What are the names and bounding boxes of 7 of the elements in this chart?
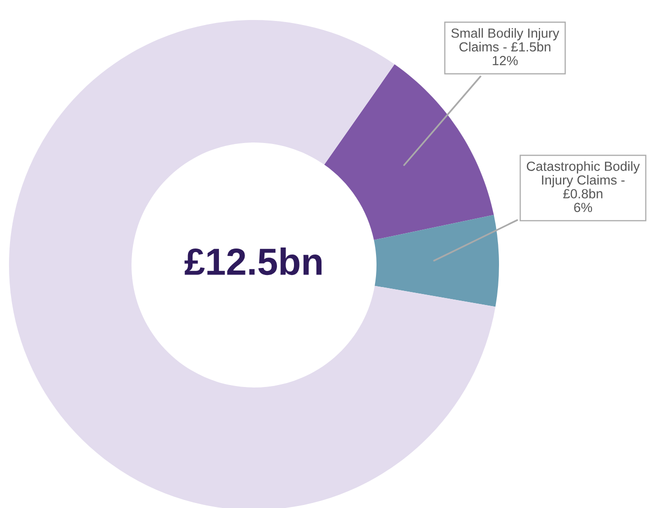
donut-slice [324,64,494,240]
data-label: 6% [574,202,592,212]
data-label: 12% [492,56,518,66]
donut-slice [374,214,499,307]
slice-label: Small Bodily Injury Claims - £1.5bn [451,28,560,52]
text: £12.5bn [184,248,322,276]
slice-label: Catastrophic Bodily Injury Claims - £0.8bn [526,161,640,198]
